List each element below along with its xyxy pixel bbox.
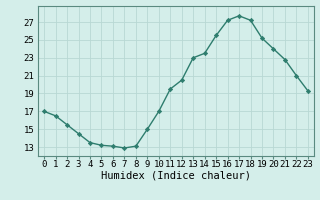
- X-axis label: Humidex (Indice chaleur): Humidex (Indice chaleur): [101, 171, 251, 181]
